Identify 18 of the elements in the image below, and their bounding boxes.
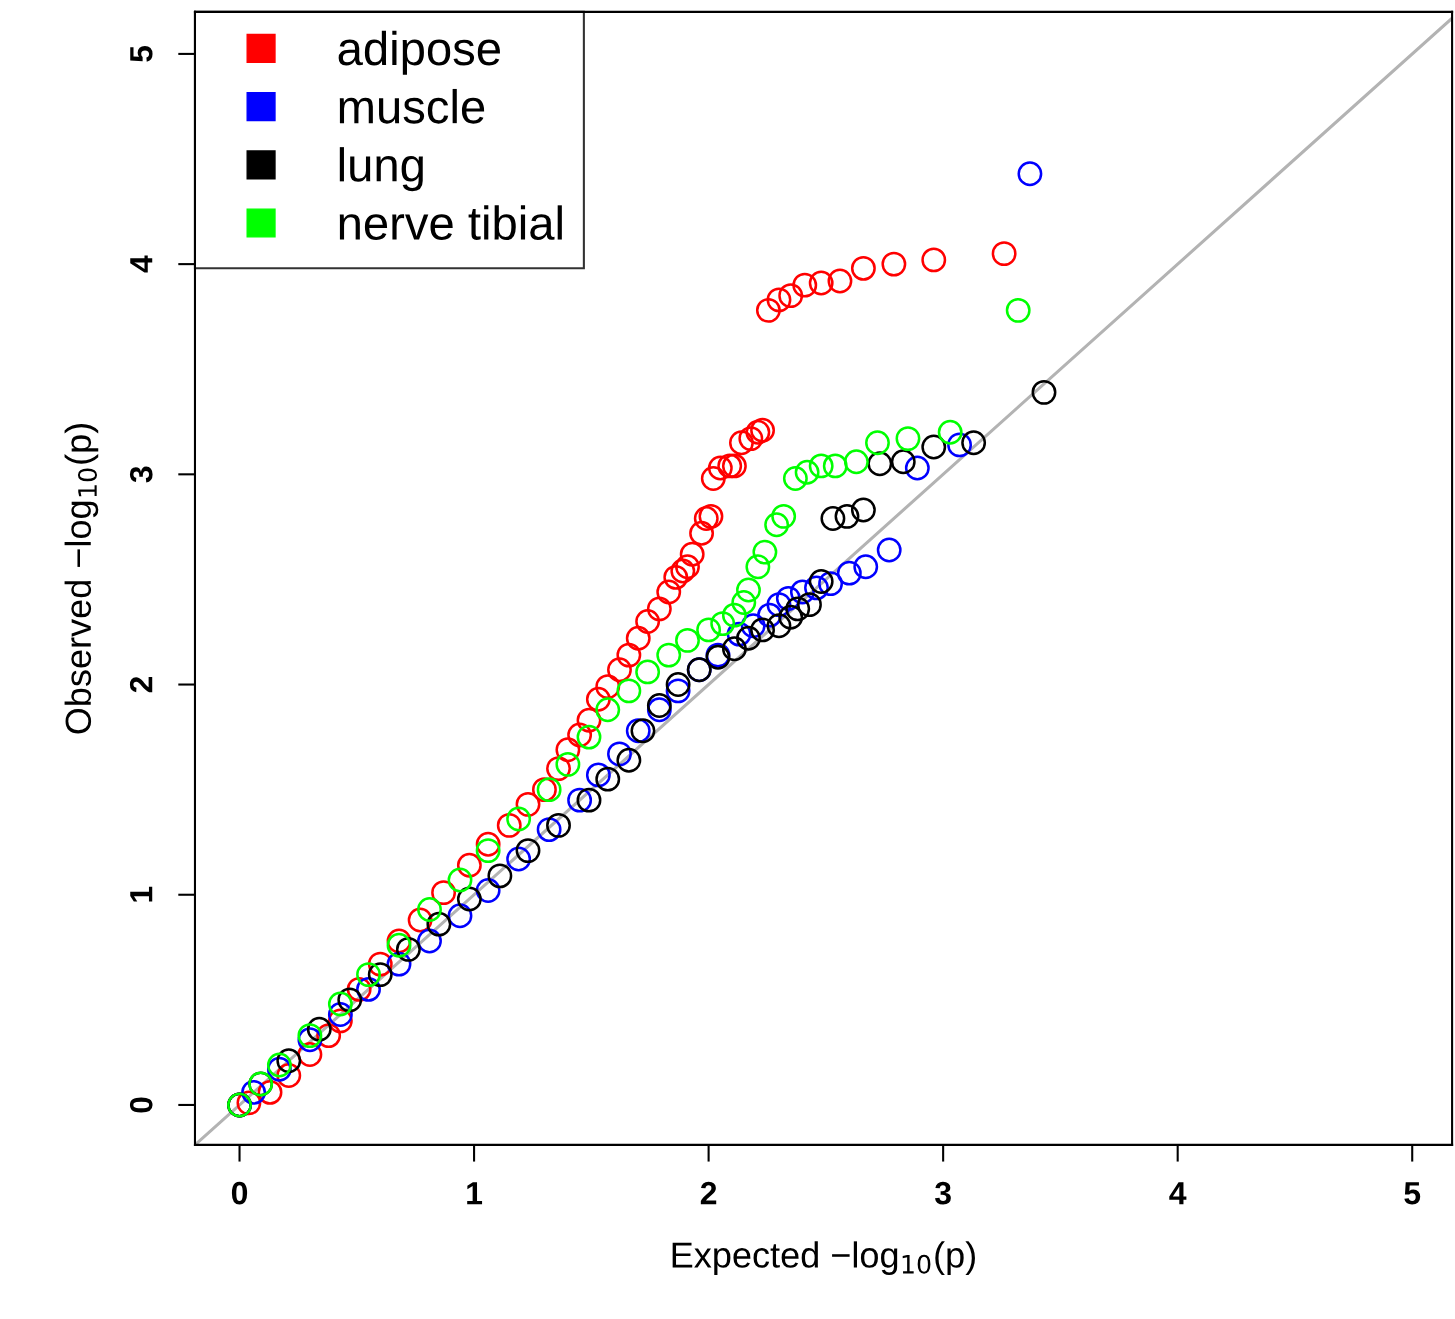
x-tick-label: 0: [231, 1181, 248, 1205]
legend-label: muscle: [339, 88, 485, 124]
x-tick-label: 1: [467, 1182, 483, 1205]
y-tick-label: 2: [129, 676, 153, 693]
y-axis-title: Observed −log$_{10}$(p): [64, 424, 99, 734]
legend-label: lung: [339, 147, 423, 192]
y-tick-label: 4: [130, 255, 153, 273]
y-tick-label: 0: [129, 1097, 153, 1113]
x-tick-label: 5: [1404, 1182, 1421, 1205]
x-tick-label: 3: [935, 1181, 951, 1205]
x-tick-label: 2: [700, 1181, 717, 1205]
y-tick-label: 5: [130, 45, 153, 62]
legend-label: adipose: [338, 30, 500, 75]
x-axis-title: Expected −log$_{10}$(p): [672, 1241, 975, 1275]
x-tick-label: 4: [1169, 1182, 1187, 1205]
legend-label: nerve tibial: [339, 205, 562, 241]
y-tick-label: 1: [130, 886, 153, 902]
y-tick-label: 3: [129, 466, 153, 483]
